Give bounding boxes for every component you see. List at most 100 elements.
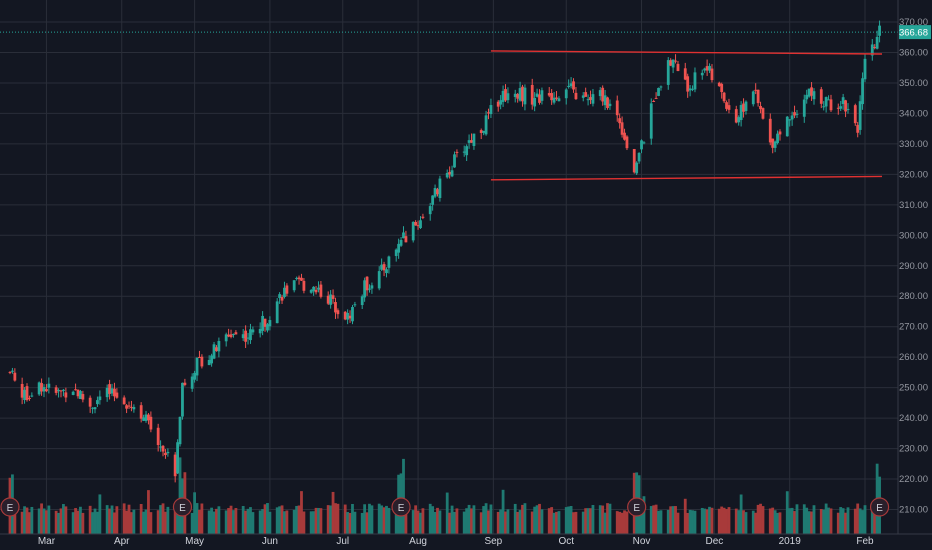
price-tick-label: 330.00 xyxy=(899,139,928,150)
volume-bar xyxy=(377,503,381,534)
candle-body xyxy=(210,355,214,364)
time-axis[interactable]: Mar Apr May Jun Jul Aug Sep Oct Nov Dec 2019 Feb xyxy=(0,533,932,547)
volume-bar xyxy=(518,510,522,534)
earnings-marker-circle xyxy=(627,497,647,517)
volume-bar xyxy=(159,505,162,534)
volume-bar xyxy=(79,506,82,534)
volume-bar xyxy=(615,511,619,534)
candle-body xyxy=(467,140,471,143)
volume-bar xyxy=(734,508,738,534)
volume-bar xyxy=(586,508,590,534)
volume-bar xyxy=(776,512,779,534)
volume-bar xyxy=(674,506,677,534)
price-axis[interactable]: 370.00 360.00 350.00 340.00 330.00 320.00 310.… xyxy=(897,0,932,550)
volume-bar xyxy=(382,507,386,534)
volume-bar xyxy=(212,511,216,534)
candle-body xyxy=(671,59,675,68)
volume-bar xyxy=(353,511,357,534)
earnings-marker[interactable]: E xyxy=(869,497,890,517)
candle-body xyxy=(88,397,92,407)
volume-bar xyxy=(489,504,493,534)
candle-body xyxy=(227,334,231,337)
volume-bar xyxy=(346,512,350,534)
earnings-marker[interactable]: E xyxy=(391,497,411,517)
volume-bar xyxy=(802,504,806,534)
volume-bar xyxy=(705,509,709,534)
candle-body xyxy=(496,101,500,107)
candle-body xyxy=(518,88,522,101)
volume-bar xyxy=(788,508,792,534)
volume-bar xyxy=(722,507,726,534)
volume-bar xyxy=(756,504,760,534)
volume-bar xyxy=(858,508,862,534)
candle-body xyxy=(856,124,860,133)
candle-body xyxy=(504,89,507,101)
volume-bar xyxy=(127,504,131,534)
price-tick-label: 220.00 xyxy=(899,474,928,485)
volume-bar xyxy=(584,508,588,534)
volume-bar xyxy=(671,506,675,534)
candle-body xyxy=(404,236,408,243)
volume-bar xyxy=(207,510,211,534)
volume-bar xyxy=(691,510,694,534)
volume-bar xyxy=(863,505,867,534)
volume-bar xyxy=(45,510,48,534)
volume-bar xyxy=(533,506,537,534)
candle-body xyxy=(292,280,296,291)
volume-bar xyxy=(598,505,602,534)
earnings-marker[interactable]: E xyxy=(627,497,647,517)
candle-body xyxy=(550,93,554,101)
trend-line[interactable] xyxy=(490,175,883,181)
candle-body xyxy=(419,220,422,229)
candle-body xyxy=(28,397,31,399)
volume-bar xyxy=(59,508,63,534)
candle-body xyxy=(450,170,454,177)
volume-bar xyxy=(190,512,194,534)
earnings-marker[interactable]: E xyxy=(0,497,20,517)
candle-body xyxy=(93,407,97,410)
candle-body xyxy=(771,138,775,148)
volume-bar xyxy=(115,506,119,534)
candle-body xyxy=(40,383,43,392)
earnings-marker[interactable]: E xyxy=(172,497,193,517)
volume-bar xyxy=(557,511,561,534)
volume-bar xyxy=(652,505,656,534)
volume-bar xyxy=(608,503,612,534)
volume-bar xyxy=(569,505,573,534)
candle-body xyxy=(159,446,162,448)
price-tick-label: 370.00 xyxy=(899,17,928,28)
volume-bar xyxy=(829,508,833,534)
candle-body xyxy=(533,97,537,107)
candle-body xyxy=(470,140,473,143)
candle-body xyxy=(538,94,541,103)
volume-bar xyxy=(30,506,34,534)
candle-body xyxy=(523,87,527,105)
volume-bar xyxy=(57,512,60,534)
volume-bar xyxy=(217,506,221,534)
candle-body xyxy=(302,280,306,291)
trend-line[interactable] xyxy=(490,50,883,55)
price-tick-label: 210.00 xyxy=(899,505,928,516)
candle-body xyxy=(414,221,418,226)
volume-bar xyxy=(105,505,109,534)
candle-body xyxy=(623,132,626,140)
trend-lines[interactable] xyxy=(490,50,883,181)
candle-body xyxy=(773,141,777,148)
candle-body xyxy=(115,392,119,398)
candle-body xyxy=(25,386,29,401)
volume-bar xyxy=(484,503,488,534)
volume-bar xyxy=(659,510,663,534)
volume-bar xyxy=(285,510,289,534)
candle-body xyxy=(703,68,707,71)
candle-body xyxy=(113,388,116,397)
volume-bar xyxy=(295,505,299,534)
candle-body xyxy=(433,188,437,197)
volume-bar xyxy=(657,510,660,534)
candle-body xyxy=(382,264,386,271)
candle-body xyxy=(246,337,250,339)
price-tick-label: 310.00 xyxy=(899,200,928,211)
candle-body xyxy=(516,94,520,99)
volume-bar xyxy=(336,503,340,534)
